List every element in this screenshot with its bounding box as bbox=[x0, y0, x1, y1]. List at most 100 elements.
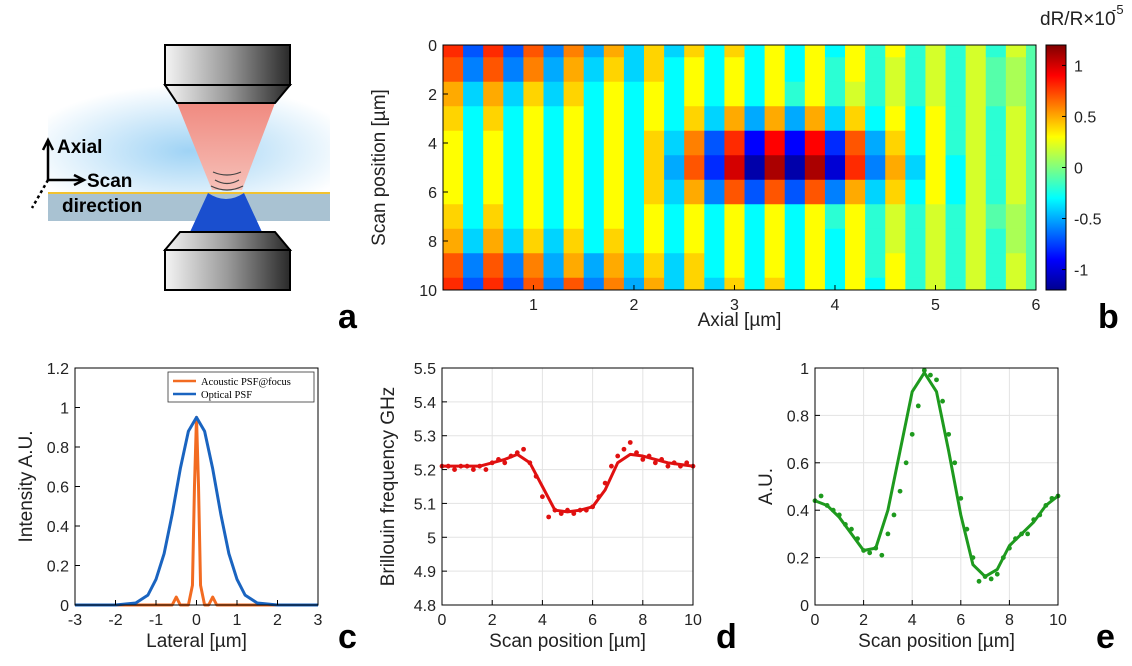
y-tick-label: 6 bbox=[428, 185, 437, 202]
heatmap-cell bbox=[1005, 130, 1027, 156]
heatmap-cell bbox=[764, 57, 786, 83]
heatmap-cell bbox=[824, 45, 846, 58]
heatmap-cell bbox=[724, 81, 746, 107]
heatmap-cell bbox=[664, 228, 685, 254]
heatmap-cell bbox=[744, 57, 766, 83]
diagram-label: direction bbox=[62, 196, 142, 217]
heatmap-cell bbox=[724, 228, 746, 254]
heatmap-cell bbox=[925, 106, 947, 132]
heatmap-cell bbox=[865, 57, 886, 83]
x-tick-label: 10 bbox=[1049, 612, 1067, 629]
colorbar-tick-label: 1 bbox=[1074, 58, 1083, 75]
data-point bbox=[988, 576, 994, 582]
colorbar-exponent: -5 bbox=[1112, 2, 1124, 17]
heatmap-cell bbox=[865, 45, 886, 58]
heatmap-cell bbox=[965, 57, 987, 83]
x-tick-label: 2 bbox=[630, 297, 639, 314]
heatmap-cell bbox=[543, 106, 565, 132]
heatmap-cell bbox=[865, 179, 886, 205]
heatmap-cell bbox=[965, 277, 987, 290]
x-tick-label: 3 bbox=[314, 612, 323, 629]
data-point bbox=[897, 488, 903, 494]
heatmap-cell bbox=[885, 130, 906, 156]
heatmap-cell bbox=[804, 228, 826, 254]
heatmap-cell bbox=[744, 204, 766, 230]
heatmap-cell bbox=[845, 106, 866, 132]
heatmap-cell bbox=[1005, 106, 1027, 132]
heatmap-cell bbox=[744, 277, 766, 290]
heatmap-cell bbox=[443, 253, 464, 279]
heatmap-cell bbox=[824, 130, 846, 156]
y-tick-label: 0 bbox=[800, 598, 809, 615]
panel-label: c bbox=[338, 618, 357, 656]
heatmap-cell bbox=[965, 106, 987, 132]
heatmap-cell bbox=[563, 277, 585, 290]
x-tick-label: -1 bbox=[149, 612, 163, 629]
data-point bbox=[640, 457, 646, 462]
heatmap-cell bbox=[845, 45, 866, 58]
heatmap-cell bbox=[804, 253, 826, 279]
heatmap-cell bbox=[985, 179, 1007, 205]
heatmap-cell bbox=[563, 179, 585, 205]
heatmap-cell bbox=[905, 228, 926, 254]
x-tick-label: 6 bbox=[1032, 297, 1041, 314]
data-point bbox=[652, 460, 658, 466]
heatmap-cell bbox=[985, 106, 1007, 132]
heatmap-cell bbox=[704, 179, 725, 205]
x-tick-label: -3 bbox=[68, 612, 82, 629]
heatmap-cell bbox=[784, 57, 806, 83]
heatmap-cell bbox=[845, 204, 866, 230]
heatmap-cell bbox=[704, 130, 725, 156]
heatmap-cell bbox=[804, 179, 826, 205]
depth-arrow bbox=[30, 179, 50, 209]
y-tick-label: 5.4 bbox=[414, 395, 436, 412]
heatmap-cell bbox=[885, 277, 906, 290]
heatmap-cell bbox=[764, 179, 786, 205]
objective-top bbox=[164, 44, 291, 86]
heatmap-cell bbox=[603, 106, 625, 132]
heatmap-cell bbox=[985, 130, 1007, 156]
x-tick-label: 6 bbox=[588, 612, 597, 629]
heatmap-cell bbox=[644, 179, 665, 205]
heatmap-cell bbox=[664, 106, 685, 132]
heatmap-cell bbox=[1025, 277, 1036, 290]
data-point bbox=[958, 495, 964, 501]
heatmap-cell bbox=[664, 130, 685, 156]
heatmap-cell bbox=[704, 155, 725, 181]
heatmap-cell bbox=[985, 277, 1007, 290]
y-axis-label: Brillouin frequency GHz bbox=[378, 387, 399, 587]
heatmap-cell bbox=[845, 228, 866, 254]
heatmap-cell bbox=[905, 81, 926, 107]
x-axis-label: Axial [µm] bbox=[698, 310, 782, 331]
heatmap-cell bbox=[885, 253, 906, 279]
heatmap-cell bbox=[443, 106, 464, 132]
heatmap-cell bbox=[845, 155, 866, 181]
heatmap-cell bbox=[704, 57, 725, 83]
heatmap-cell bbox=[543, 204, 565, 230]
heatmap-cell bbox=[583, 155, 605, 181]
heatmap-cell bbox=[543, 179, 565, 205]
x-tick-label: 4 bbox=[831, 297, 840, 314]
x-tick-label: 10 bbox=[684, 612, 702, 629]
heatmap-cell bbox=[523, 106, 545, 132]
heatmap-cell bbox=[704, 253, 725, 279]
heatmap-cell bbox=[724, 106, 746, 132]
heatmap-cell bbox=[985, 45, 1007, 58]
data-line bbox=[442, 452, 694, 514]
heatmap-cell bbox=[985, 204, 1007, 230]
heatmap-cell bbox=[503, 106, 524, 132]
heatmap-cell bbox=[503, 179, 524, 205]
heatmap-cell bbox=[804, 277, 826, 290]
heatmap-cell bbox=[1005, 155, 1027, 181]
heatmap-cell bbox=[905, 179, 926, 205]
heatmap-cell bbox=[563, 228, 585, 254]
heatmap-cell bbox=[543, 155, 565, 181]
heatmap-cell bbox=[523, 45, 545, 58]
data-point bbox=[940, 398, 945, 404]
heatmap-cell bbox=[945, 204, 967, 230]
heatmap-cell bbox=[684, 277, 705, 290]
heatmap-cell bbox=[985, 253, 1007, 279]
heatmap-cell bbox=[1025, 155, 1036, 181]
data-point bbox=[921, 367, 927, 373]
heatmap-cell bbox=[603, 179, 625, 205]
